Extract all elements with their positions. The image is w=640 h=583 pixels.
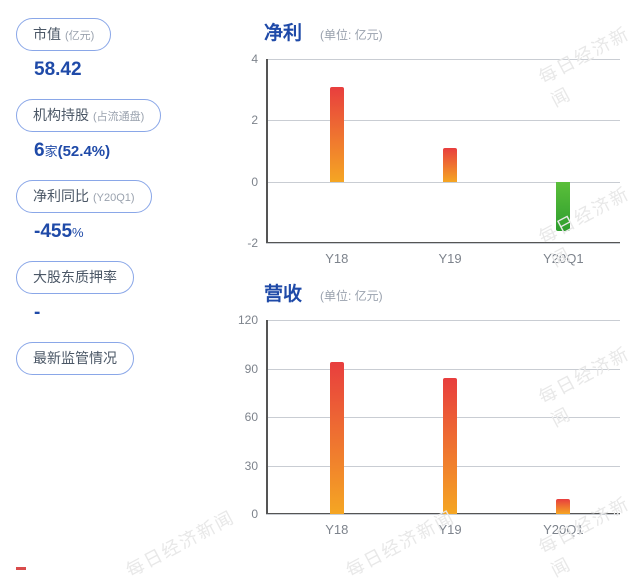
revenue-chart: 营收 (单位: 亿元) 0 30 60 90 120 Y18 Y19 Y20Q1: [226, 279, 628, 540]
revenue-chart-area: 0 30 60 90 120 Y18 Y19 Y20Q1: [226, 312, 628, 540]
profit-chart-header: 净利 (单位: 亿元): [226, 18, 628, 45]
revenue-chart-header: 营收 (单位: 亿元): [226, 279, 628, 306]
revenue-chart-title: 营收: [264, 279, 302, 306]
profit-yoy-sublabel: (Y20Q1): [93, 192, 135, 204]
page-root: 市值 (亿元) 58.42 机构持股 (占流通盘) 6家(52.4%) 净利同比…: [0, 0, 640, 548]
profit-yoy-pill: 净利同比 (Y20Q1): [16, 180, 152, 213]
market-cap-pill: 市值 (亿元): [16, 18, 111, 51]
charts-column: 净利 (单位: 亿元) -2 0 2 4 Y18 Y19 Y20Q1 营收 (单位: 亿元)…: [226, 18, 628, 540]
profit-yoy-suffix: %: [72, 225, 84, 240]
y-tick-label: 0: [232, 175, 266, 189]
x-tick-label: Y19: [439, 243, 462, 266]
pledge-label: 大股东质押率: [33, 267, 117, 287]
market-cap-card: 市值 (亿元) 58.42: [16, 18, 214, 81]
profit-plot: -2024Y18Y19Y20Q1: [266, 59, 620, 243]
y-tick-label: 4: [232, 52, 266, 66]
x-tick-label: Y18: [325, 514, 348, 537]
y-tick-label: 120: [232, 313, 266, 327]
y-tick-label: 60: [232, 410, 266, 424]
market-cap-sublabel: (亿元): [65, 27, 94, 43]
profit-chart-unit: (单位: 亿元): [320, 26, 383, 43]
profit-chart-title: 净利: [264, 18, 302, 45]
bar: [556, 499, 570, 514]
y-axis: [266, 320, 268, 514]
gridline: [266, 59, 620, 60]
regulatory-label: 最新监管情况: [33, 348, 117, 368]
profit-yoy-value: -455%: [16, 221, 214, 243]
y-axis: [266, 59, 268, 243]
y-tick-label: 0: [232, 507, 266, 521]
summary-column: 市值 (亿元) 58.42 机构持股 (占流通盘) 6家(52.4%) 净利同比…: [16, 18, 214, 540]
inst-holdings-card: 机构持股 (占流通盘) 6家(52.4%): [16, 99, 214, 162]
y-tick-label: 2: [232, 113, 266, 127]
market-cap-value: 58.42: [16, 59, 214, 81]
inst-holdings-label: 机构持股: [33, 105, 89, 125]
revenue-chart-unit: (单位: 亿元): [320, 287, 383, 304]
bar: [330, 87, 344, 182]
x-tick-label: Y18: [325, 243, 348, 266]
bar: [443, 148, 457, 182]
y-tick-label: -2: [232, 236, 266, 250]
inst-count: 6: [34, 140, 45, 161]
profit-yoy-label: 净利同比: [33, 186, 89, 206]
inst-unit: 家: [45, 144, 58, 159]
pledge-card: 大股东质押率 -: [16, 261, 214, 324]
pledge-value: -: [16, 302, 214, 324]
bar: [443, 378, 457, 514]
inst-holdings-value: 6家(52.4%): [16, 140, 214, 162]
profit-yoy-card: 净利同比 (Y20Q1) -455%: [16, 180, 214, 243]
x-tick-label: Y19: [439, 514, 462, 537]
profit-chart: 净利 (单位: 亿元) -2 0 2 4 Y18 Y19 Y20Q1: [226, 18, 628, 269]
footer-marker: [16, 567, 26, 570]
revenue-plot: 0306090120Y18Y19Y20Q1: [266, 320, 620, 514]
bar: [556, 182, 570, 231]
profit-chart-area: -2 0 2 4 Y18 Y19 Y20Q1: [226, 51, 628, 269]
pledge-pill: 大股东质押率: [16, 261, 134, 294]
regulatory-card: 最新监管情况: [16, 342, 214, 375]
inst-holdings-pill: 机构持股 (占流通盘): [16, 99, 161, 132]
gridline: [266, 320, 620, 321]
y-tick-label: 90: [232, 362, 266, 376]
y-tick-label: 30: [232, 459, 266, 473]
x-tick-label: Y20Q1: [543, 243, 583, 266]
bar: [330, 362, 344, 514]
gridline: [266, 120, 620, 121]
inst-pct: (52.4%): [58, 143, 111, 160]
regulatory-pill: 最新监管情况: [16, 342, 134, 375]
profit-yoy-number: -455: [34, 221, 72, 242]
market-cap-label: 市值: [33, 24, 61, 44]
gridline: [266, 369, 620, 370]
inst-holdings-sublabel: (占流通盘): [93, 108, 144, 124]
x-tick-label: Y20Q1: [543, 514, 583, 537]
